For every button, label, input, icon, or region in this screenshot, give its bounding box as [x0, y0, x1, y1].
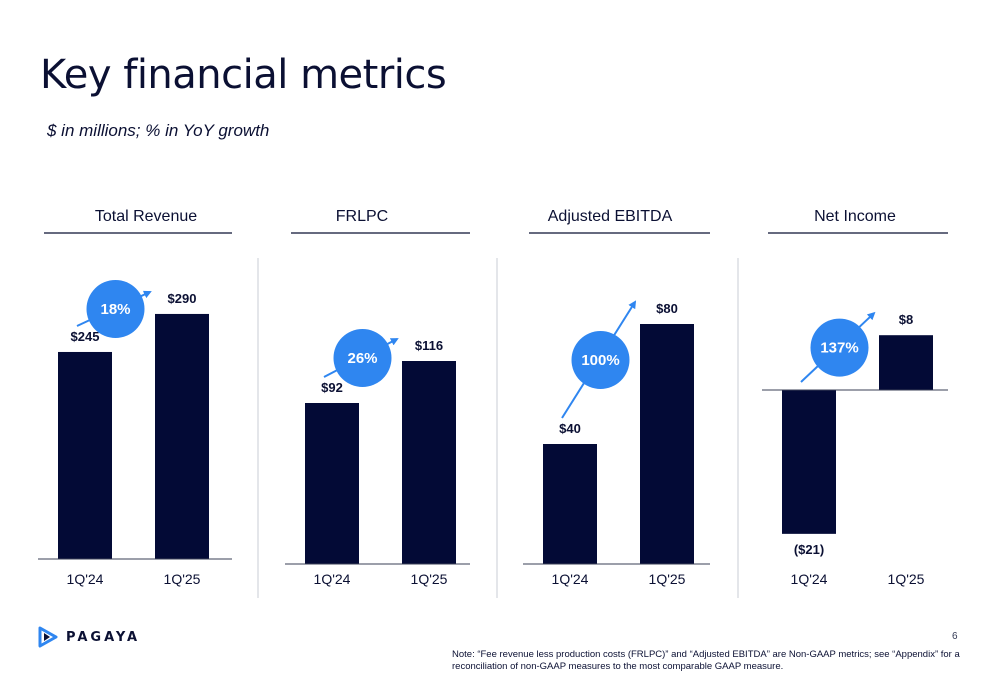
adjusted-ebitda-value-label-2: $80	[656, 301, 678, 316]
adjusted-ebitda-tick-label-2: 1Q'25	[649, 571, 686, 587]
total-revenue-bar-2	[155, 313, 209, 559]
frlpc-value-label-1: $92	[321, 380, 343, 395]
pagaya-logo: PAGAYA	[38, 626, 140, 648]
adjusted-ebitda-growth-badge	[571, 331, 630, 389]
total-revenue-growth-label: 18%	[100, 301, 130, 318]
adjusted-ebitda-tick-label-1: 1Q'24	[552, 571, 589, 587]
net-income-value-label-2: $8	[899, 312, 913, 327]
page-number: 6	[952, 631, 958, 642]
frlpc-growth-label: 26%	[347, 350, 377, 367]
logo-text: PAGAYA	[66, 629, 141, 645]
adjusted-ebitda-value-label-1: $40	[559, 421, 581, 436]
adjusted-ebitda-bar-1	[543, 444, 597, 564]
net-income-tick-label-2: 1Q'25	[888, 571, 925, 587]
adjusted-ebitda-growth-label: 100%	[581, 352, 619, 369]
frlpc-title: FRLPC	[336, 208, 388, 225]
total-revenue-growth-badge	[86, 279, 145, 338]
net-income-bar-2	[879, 335, 933, 390]
page-title: Key financial metrics	[40, 52, 447, 98]
net-income-bar-1	[782, 390, 836, 534]
frlpc-value-label-2: $116	[415, 338, 443, 353]
frlpc-tick-label-1: 1Q'24	[314, 571, 351, 587]
frlpc-tick-label-2: 1Q'25	[411, 571, 448, 587]
net-income-growth-label: 137%	[820, 340, 858, 357]
adjusted-ebitda-title: Adjusted EBITDA	[548, 208, 673, 225]
frlpc-bar-1	[305, 403, 359, 564]
net-income-tick-label-1: 1Q'24	[791, 571, 828, 587]
metrics-charts: Total Revenue $245 1Q'24 $290 1Q'25 18% FRLPC $…	[38, 208, 948, 598]
page-subtitle: $ in millions; % in YoY growth	[47, 121, 270, 140]
pagaya-logo-icon	[38, 626, 58, 648]
footnote: Note: “Fee revenue less production costs…	[452, 649, 960, 672]
net-income-title: Net Income	[814, 208, 896, 225]
net-income-growth-badge	[810, 318, 869, 377]
total-revenue-bar-1	[58, 351, 112, 559]
total-revenue-title: Total Revenue	[95, 208, 197, 225]
total-revenue-value-label-2: $290	[168, 291, 197, 306]
frlpc-growth-badge	[333, 329, 392, 387]
total-revenue-tick-label-2: 1Q'25	[164, 571, 201, 587]
total-revenue-value-label-1: $245	[71, 329, 100, 344]
net-income-value-label-1: ($21)	[794, 542, 824, 557]
adjusted-ebitda-bar-2	[640, 324, 694, 564]
total-revenue-tick-label-1: 1Q'24	[67, 571, 104, 587]
frlpc-bar-2	[402, 361, 456, 564]
